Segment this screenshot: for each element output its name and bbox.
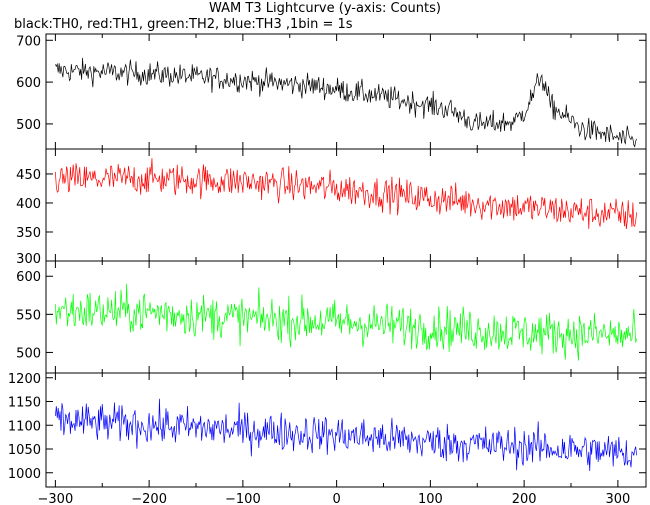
y-tick-label: 1100: [8, 419, 41, 434]
y-tick-label: 400: [16, 197, 41, 212]
x-tick-label: −100: [225, 492, 261, 505]
y-tick-label: 1000: [8, 467, 41, 482]
x-tick-label: 100: [418, 492, 443, 505]
y-tick-label: 1050: [8, 443, 41, 458]
chart-title: WAM T3 Lightcurve (y-axis: Counts): [209, 1, 441, 16]
x-tick-label: 300: [605, 492, 630, 505]
panel-frame: [45, 372, 647, 488]
y-tick-label: 350: [16, 226, 41, 241]
x-tick-label: 200: [512, 492, 537, 505]
y-tick-label: 600: [16, 270, 41, 285]
y-tick-label: 1200: [8, 372, 41, 387]
x-tick-label: −300: [38, 492, 74, 505]
y-tick-label: 550: [16, 308, 41, 323]
y-tick-label: 500: [16, 118, 41, 133]
y-tick-label: 450: [16, 168, 41, 183]
panel-th3: 1000 1050 1100 1150 1200: [8, 372, 647, 488]
panel-th2: 500 550 600: [16, 260, 647, 374]
y-tick-label: 500: [16, 346, 41, 361]
panel-th1: 300 350 400 450: [16, 148, 647, 267]
y-tick-label: 1150: [8, 396, 41, 411]
panel-frame: [45, 33, 647, 150]
y-tick-label: 600: [16, 76, 41, 91]
x-tick-label: 0: [332, 492, 340, 505]
y-tick-label: 300: [16, 252, 41, 267]
series-line-th2: [55, 283, 637, 361]
series-line-th3: [55, 398, 637, 472]
y-tick-label: 700: [16, 34, 41, 49]
chart-subtitle: black:TH0, red:TH1, green:TH2, blue:TH3 …: [14, 17, 353, 32]
series-line-th0: [55, 57, 637, 148]
x-tick-label: −200: [131, 492, 167, 505]
panel-th0: 500 600 700: [16, 33, 647, 150]
series-line-th1: [55, 158, 637, 230]
